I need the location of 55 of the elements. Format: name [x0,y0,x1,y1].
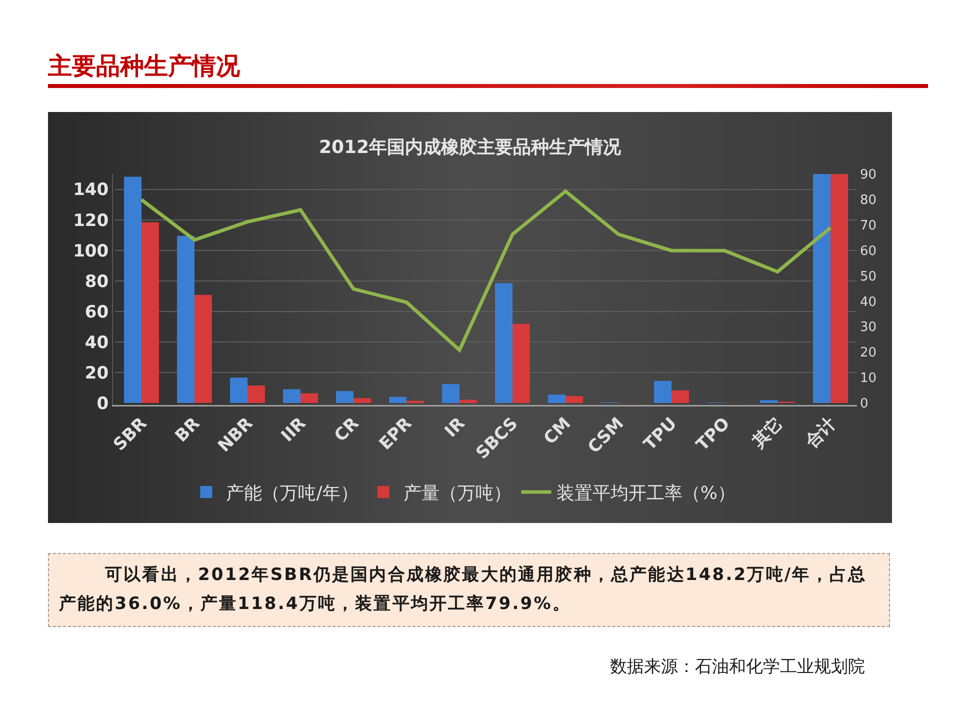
bar [124,176,142,403]
note-box: 可以看出，2012年SBR仍是国内合成橡胶最大的通用胶种，总产能达148.2万吨/年，占总产能的36.0%，产量118.4万吨，装置平均开工率79.9%。 [48,553,890,627]
bar [654,380,672,403]
y2-tick-label: 20 [860,346,877,361]
y2-tick-label: 50 [860,269,877,284]
bar [830,174,848,403]
bar [354,398,371,403]
source-note: 数据来源：石油和化学工业规划院 [610,656,865,678]
bar [512,324,530,403]
line-series [140,190,832,352]
y-tick-label: 0 [96,394,109,414]
bar [460,400,477,403]
y-tick-label: 40 [84,332,109,353]
legend-label: 装置平均开工率（%） [556,483,736,504]
y2-tick-label: 0 [860,396,868,412]
y-tick-label: 120 [73,210,109,231]
legend-label: 产量（万吨） [403,483,512,504]
x-tick-label: IIR [278,414,310,446]
x-tick-label: BR [171,414,204,446]
y2-tick-label: 30 [860,320,877,336]
bar [142,222,159,403]
bar [177,236,194,403]
bar [194,294,212,403]
bar [566,396,583,403]
chart-title: 2012年国内成橡胶主要品种生产情况 [318,137,622,158]
bar [813,174,830,403]
bar [300,393,318,403]
x-tick-label: 其它 [748,414,788,453]
y2-tick-label: 70 [860,218,877,234]
y2-tick-label: 60 [860,244,877,259]
bar [230,378,248,403]
bar [389,396,406,403]
y-tick-label: 20 [84,363,109,384]
x-tick-label: 合计 [801,414,840,453]
y2-tick-label: 10 [860,371,877,386]
y2-tick-label: 80 [860,192,877,208]
y-tick-label: 140 [73,180,109,200]
y2-tick-label: 90 [860,168,877,183]
y-tick-label: 80 [84,272,109,292]
bar [495,283,512,403]
y2-tick-label: 40 [860,294,877,310]
bar [442,384,460,403]
bar [548,394,566,403]
bar [248,385,265,403]
x-tick-label: CR [330,414,364,446]
bar [760,400,778,403]
x-tick-label: IR [441,414,470,442]
legend-label: 产能（万吨/年） [226,483,358,504]
text: 主要品种生产情况 [48,51,240,82]
bar [672,390,689,403]
y-tick-label: 100 [73,241,109,262]
bar [283,389,300,403]
bar [336,390,354,403]
x-tick-label: CM [540,414,576,449]
y-tick-label: 60 [84,302,109,322]
